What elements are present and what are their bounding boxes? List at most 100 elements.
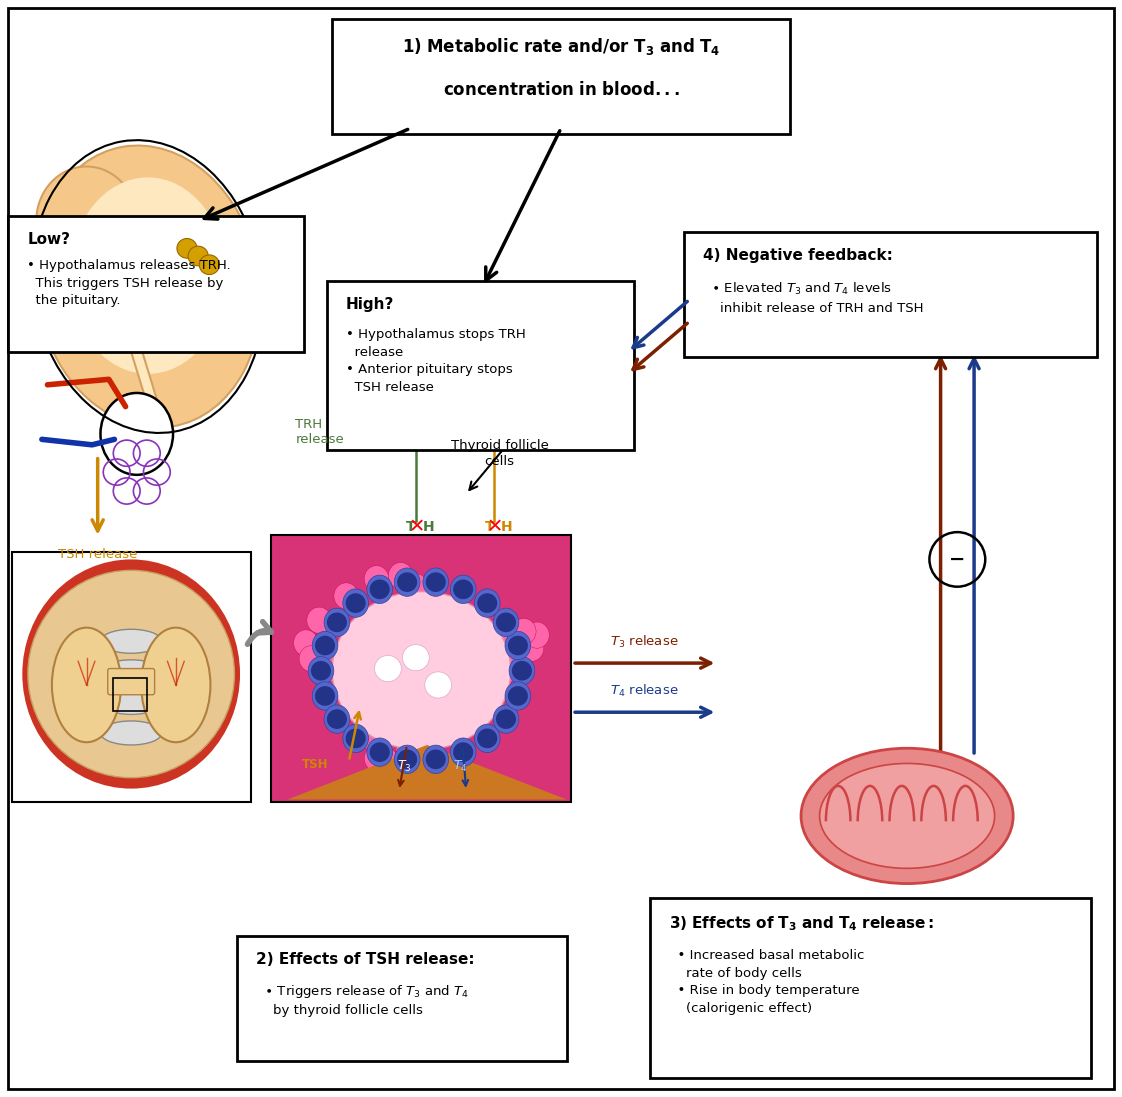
Polygon shape: [287, 745, 567, 800]
Circle shape: [403, 645, 430, 670]
Ellipse shape: [454, 691, 479, 717]
Ellipse shape: [332, 591, 511, 750]
Ellipse shape: [312, 681, 338, 710]
Circle shape: [496, 612, 516, 632]
Ellipse shape: [294, 630, 319, 656]
Ellipse shape: [360, 681, 385, 708]
Text: H: H: [423, 520, 434, 533]
Text: Low?: Low?: [27, 231, 71, 247]
Ellipse shape: [396, 737, 421, 764]
Circle shape: [177, 238, 197, 258]
Text: $\mathbf{1)}$ $\mathbf{Metabolic\ rate\ and/or\ T_3\ and\ T_4}$: $\mathbf{1)}$ $\mathbf{Metabolic\ rate\ …: [402, 35, 720, 57]
Text: TRH
release: TRH release: [295, 418, 344, 445]
Text: $\bullet$ Triggers release of $T_3$ and $T_4$
    by thyroid follicle cells: $\bullet$ Triggers release of $T_3$ and …: [256, 983, 469, 1017]
Text: High?: High?: [346, 297, 394, 313]
Ellipse shape: [324, 608, 350, 636]
Circle shape: [453, 579, 473, 599]
Text: $T_4$: $T_4$: [453, 759, 468, 774]
Text: • Hypothalamus releases TRH.
  This triggers TSH release by
  the pituitary.: • Hypothalamus releases TRH. This trigge…: [27, 259, 231, 307]
FancyBboxPatch shape: [683, 231, 1097, 358]
Ellipse shape: [525, 622, 550, 648]
Circle shape: [369, 743, 389, 762]
Circle shape: [425, 573, 445, 592]
Circle shape: [188, 246, 209, 265]
Ellipse shape: [101, 659, 162, 683]
Ellipse shape: [300, 646, 323, 671]
Text: $T_3$ release: $T_3$ release: [610, 634, 679, 651]
Ellipse shape: [423, 745, 449, 773]
Ellipse shape: [499, 656, 524, 681]
Circle shape: [496, 710, 516, 728]
Ellipse shape: [423, 568, 449, 597]
Ellipse shape: [101, 690, 162, 714]
Ellipse shape: [306, 607, 331, 633]
Ellipse shape: [101, 721, 162, 745]
Ellipse shape: [505, 632, 531, 659]
Circle shape: [375, 656, 402, 681]
Ellipse shape: [509, 656, 535, 685]
Text: TSH release: TSH release: [58, 548, 137, 562]
Ellipse shape: [101, 393, 173, 475]
Ellipse shape: [819, 764, 994, 869]
FancyBboxPatch shape: [8, 216, 304, 352]
Ellipse shape: [452, 692, 477, 719]
Ellipse shape: [309, 656, 334, 685]
Ellipse shape: [494, 608, 518, 636]
FancyBboxPatch shape: [270, 535, 571, 802]
Ellipse shape: [519, 635, 544, 661]
FancyBboxPatch shape: [11, 552, 250, 802]
Circle shape: [311, 660, 331, 680]
Text: TSH: TSH: [302, 758, 329, 771]
Ellipse shape: [485, 620, 509, 646]
Circle shape: [425, 671, 451, 698]
Ellipse shape: [494, 705, 518, 733]
Ellipse shape: [101, 630, 162, 654]
Text: T: T: [406, 520, 416, 533]
Ellipse shape: [343, 665, 368, 691]
Text: $\mathbf{3)\ Effects\ of\ T_3\ and\ T_4\ release:}$: $\mathbf{3)\ Effects\ of\ T_3\ and\ T_4\…: [670, 914, 935, 932]
Text: $\mathbf{concentration\ in\ blood...}$: $\mathbf{concentration\ in\ blood...}$: [442, 81, 680, 100]
Circle shape: [397, 573, 417, 592]
Ellipse shape: [801, 748, 1013, 883]
Ellipse shape: [388, 563, 413, 589]
Circle shape: [369, 579, 389, 599]
Circle shape: [477, 593, 497, 613]
Ellipse shape: [450, 575, 476, 603]
Circle shape: [327, 710, 347, 728]
Circle shape: [397, 749, 417, 769]
Text: ✕: ✕: [487, 517, 504, 536]
Text: T: T: [485, 520, 494, 533]
Text: 2) Effects of TSH release:: 2) Effects of TSH release:: [256, 952, 475, 968]
Circle shape: [453, 743, 473, 762]
Circle shape: [508, 635, 528, 655]
Text: • Increased basal metabolic
    rate of body cells
  • Rise in body temperature
: • Increased basal metabolic rate of body…: [670, 949, 865, 1015]
Ellipse shape: [343, 589, 368, 618]
Ellipse shape: [367, 575, 393, 603]
Circle shape: [200, 255, 220, 274]
Ellipse shape: [415, 592, 440, 619]
Ellipse shape: [454, 691, 479, 717]
Circle shape: [346, 728, 366, 748]
Ellipse shape: [141, 627, 211, 743]
Ellipse shape: [365, 745, 389, 771]
Ellipse shape: [365, 566, 389, 592]
Circle shape: [512, 660, 532, 680]
Circle shape: [346, 593, 366, 613]
Ellipse shape: [312, 632, 338, 659]
Ellipse shape: [512, 619, 536, 645]
Text: 4) Negative feedback:: 4) Negative feedback:: [702, 248, 893, 263]
Text: • Hypothalamus stops TRH
  release
• Anterior pituitary stops
  TSH release: • Hypothalamus stops TRH release • Anter…: [346, 328, 525, 394]
Ellipse shape: [450, 738, 476, 767]
Text: ✕: ✕: [408, 517, 425, 536]
FancyBboxPatch shape: [327, 281, 634, 450]
Circle shape: [315, 635, 335, 655]
Ellipse shape: [430, 610, 454, 636]
Ellipse shape: [475, 589, 500, 618]
Polygon shape: [131, 352, 159, 407]
Ellipse shape: [36, 167, 137, 275]
Ellipse shape: [475, 676, 499, 702]
Text: H: H: [500, 520, 513, 533]
Ellipse shape: [367, 738, 393, 767]
Ellipse shape: [394, 745, 420, 773]
Circle shape: [315, 686, 335, 705]
